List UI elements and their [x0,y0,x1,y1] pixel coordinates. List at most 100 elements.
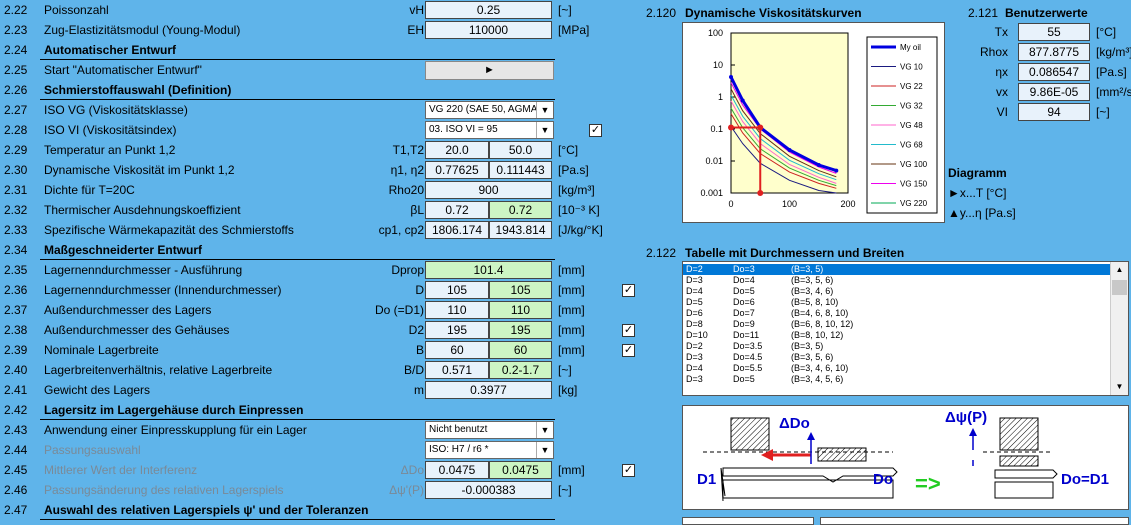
list-item-do: Do=3.5 [733,341,763,351]
row-checkbox[interactable]: ✓ [622,284,635,297]
value-field-1[interactable]: 0.72 [425,201,489,219]
select-field[interactable]: ISO: H7 / r6 * ▼ [425,441,554,459]
row-checkbox[interactable]: ✓ [622,344,635,357]
user-value-field[interactable]: 94 [1018,103,1090,121]
user-value-field[interactable]: 55 [1018,23,1090,41]
value-field-2[interactable]: 0.2-1.7 [489,361,552,379]
list-item[interactable]: D=4 Do=5.5 (B=3, 4, 6, 10) [683,363,1110,374]
value-field-1[interactable]: 0.0475 [425,461,489,479]
value-field-2[interactable]: 105 [489,281,552,299]
chevron-down-icon[interactable]: ▼ [536,422,553,438]
row-unit: [J/kg/°K] [558,223,603,237]
select-value: Nicht benutzt [429,424,488,435]
chevron-down-icon[interactable]: ▼ [536,442,553,458]
row-symbol: Δψ'(P) [389,483,424,497]
value-field-2[interactable]: 0.72 [489,201,552,219]
viscosity-chart: 100 10 1 0.1 0.01 0.001 0 100 200 My oil VG 10 VG 2… [682,22,945,223]
row-checkbox[interactable]: ✓ [622,324,635,337]
value-field-2[interactable]: 60 [489,341,552,359]
scroll-thumb[interactable] [1112,280,1127,295]
row-unit: [mm] [558,283,585,297]
chevron-down-icon[interactable]: ▼ [536,122,553,138]
value-field-2[interactable]: 110 [489,301,552,319]
row-symbol: T1,T2 [392,143,424,157]
value-field-1[interactable]: 20.0 [425,141,489,159]
select-field[interactable]: 03. ISO VI = 95 ▼ [425,121,554,139]
value-field[interactable]: 0.25 [425,1,552,19]
list-item[interactable]: D=4 Do=5 (B=3, 4, 6) [683,286,1110,297]
row-symbol: ΔDo [400,463,424,477]
chevron-down-icon[interactable]: ▼ [536,102,553,118]
user-value-unit: [°C] [1096,25,1117,39]
user-value-field[interactable]: 877.8775 [1018,43,1090,61]
list-item-b: (B=5, 8, 10) [791,297,839,307]
scroll-up-icon[interactable]: ▲ [1115,265,1124,274]
row-checkbox[interactable]: ✓ [622,464,635,477]
list-item[interactable]: D=2 Do=3 (B=3, 5) [683,264,1110,275]
marker-point-x [757,190,764,196]
value-field[interactable]: 900 [425,181,552,199]
series-line-vg-100 [730,88,837,178]
list-item-do: Do=3 [733,264,755,274]
list-item[interactable]: D=8 Do=9 (B=6, 8, 10, 12) [683,319,1110,330]
value-field-1[interactable]: 60 [425,341,489,359]
list-scrollbar[interactable]: ▲ ▼ [1110,262,1128,395]
value-field[interactable]: -0.000383 [425,481,552,499]
list-item[interactable]: D=6 Do=7 (B=4, 6, 8, 10) [683,308,1110,319]
row-label: Lagernenndurchmesser (Innendurchmesser) [44,283,282,297]
y-tick-label: 0.01 [705,156,723,166]
list-item[interactable]: D=3 Do=5 (B=3, 4, 5, 6) [683,374,1110,385]
list-item[interactable]: D=3 Do=4.5 (B=3, 5, 6) [683,352,1110,363]
list-item-d: D=3 [686,374,703,384]
user-value-unit: [Pa.s] [1096,65,1127,79]
row-2-33: 2.33 Spezifische Wärmekapazität des Schmi… [0,220,630,240]
value-field[interactable]: 0.3977 [425,381,552,399]
select-field[interactable]: Nicht benutzt ▼ [425,421,554,439]
diameter-width-list[interactable]: D=2 Do=3 (B=3, 5) D=3 Do=4 (B=3, 5, 6) D=4… [682,261,1129,396]
legend-entry: My oil [900,43,921,52]
row-number: 2.30 [4,163,28,177]
row-number: 2.31 [4,183,28,197]
value-field-1[interactable]: 110 [425,301,489,319]
row-2-32: 2.32 Thermischer Ausdehnungskoeffizient βL… [0,200,630,220]
legend-entry: VG 68 [900,141,923,150]
select-field[interactable]: VG 220 (SAE 50, AGMA 5 ▼ [425,101,554,119]
bottom-panel-left [682,517,814,525]
value-field-2[interactable]: 1943.814 [489,221,552,239]
value-field-1[interactable]: 0.77625 [425,161,489,179]
row-number: 2.26 [4,83,28,97]
row-label: Nominale Lagerbreite [44,343,159,357]
row-unit: [°C] [558,143,579,157]
row-symbol: D2 [408,323,424,337]
y-tick-label: 0.1 [710,124,723,134]
value-field[interactable]: 101.4 [425,261,552,279]
row-2-41: 2.41 Gewicht des Lagers m 0.3977 [kg] [0,380,630,400]
x-tick-label: 0 [728,199,733,209]
value-field-1[interactable]: 0.571 [425,361,489,379]
list-item[interactable]: D=10 Do=11 (B=8, 10, 12) [683,330,1110,341]
value-field-2[interactable]: 0.111443 [489,161,552,179]
value-field[interactable]: 110000 [425,21,552,39]
value-field-1[interactable]: 105 [425,281,489,299]
value-field-1[interactable]: 195 [425,321,489,339]
user-value-row: ηx 0.086547 [Pa.s] [960,62,1130,82]
row-number: 2.45 [4,463,28,477]
user-value-field[interactable]: 0.086547 [1018,63,1090,81]
value-field-2[interactable]: 195 [489,321,552,339]
user-value-field[interactable]: 9.86E-05 [1018,83,1090,101]
row-checkbox[interactable]: ✓ [589,124,602,137]
scroll-down-icon[interactable]: ▼ [1115,382,1124,391]
list-item[interactable]: D=2 Do=3.5 (B=3, 5) [683,341,1110,352]
value-field-2[interactable]: 0.0475 [489,461,552,479]
user-value-label: Tx [994,25,1008,39]
row-label: ISO VI (Viskositätsindex) [44,123,177,137]
value-field-1[interactable]: 1806.174 [425,221,489,239]
select-value: ISO: H7 / r6 * [429,444,489,455]
list-item[interactable]: D=5 Do=6 (B=5, 8, 10) [683,297,1110,308]
list-item-b: (B=3, 4, 6, 10) [791,363,849,373]
row-label: Thermischer Ausdehnungskoeffizient [44,203,241,217]
start-design-button[interactable]: ► [425,61,554,80]
list-item[interactable]: D=3 Do=4 (B=3, 5, 6) [683,275,1110,286]
legend-entry: VG 150 [900,180,928,189]
value-field-2[interactable]: 50.0 [489,141,552,159]
